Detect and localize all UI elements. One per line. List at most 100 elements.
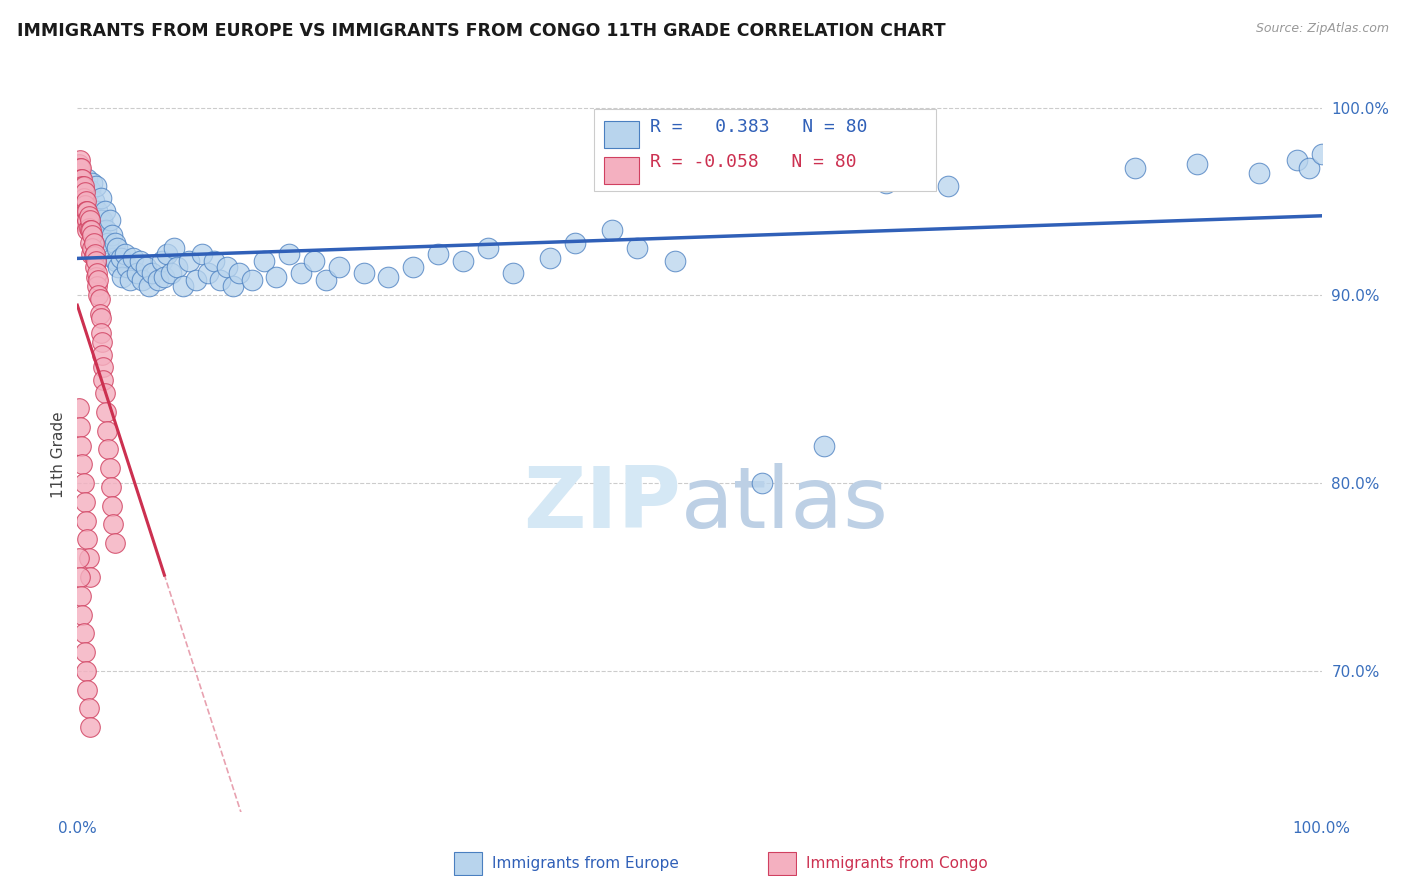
Point — [111, 269, 134, 284]
Point — [73, 645, 96, 659]
Point — [1298, 161, 1320, 175]
Point — [76, 172, 98, 186]
Point — [1249, 166, 1271, 180]
Point — [97, 235, 120, 250]
Point — [79, 720, 101, 734]
Point — [302, 254, 325, 268]
Point — [69, 161, 91, 175]
Point — [75, 203, 97, 218]
Text: R =   0.383   N = 80: R = 0.383 N = 80 — [650, 118, 868, 136]
Point — [86, 266, 108, 280]
Point — [118, 273, 141, 287]
Point — [98, 461, 121, 475]
Text: Immigrants from Europe: Immigrants from Europe — [492, 856, 679, 871]
Point — [377, 269, 399, 284]
Point — [150, 254, 173, 268]
Point — [114, 247, 136, 261]
Point — [67, 551, 90, 566]
Point — [94, 405, 117, 419]
Point — [75, 664, 97, 678]
Y-axis label: 11th Grade: 11th Grade — [51, 411, 66, 499]
Point — [83, 249, 105, 263]
Point — [67, 157, 90, 171]
Point — [875, 176, 897, 190]
Point — [82, 241, 104, 255]
Point — [91, 335, 114, 350]
Point — [166, 260, 188, 274]
Point — [84, 269, 107, 284]
Point — [90, 191, 112, 205]
Point — [89, 292, 111, 306]
Point — [103, 251, 125, 265]
Point — [938, 179, 960, 194]
Point — [191, 247, 214, 261]
Text: ZIP: ZIP — [523, 463, 681, 547]
Point — [202, 254, 225, 268]
Point — [104, 235, 127, 250]
Point — [502, 266, 524, 280]
Point — [209, 273, 232, 287]
Point — [277, 247, 299, 261]
Point — [93, 386, 115, 401]
Point — [70, 161, 93, 175]
Point — [75, 514, 97, 528]
Point — [104, 254, 127, 268]
Point — [100, 480, 122, 494]
Point — [91, 348, 114, 362]
Point — [79, 235, 101, 250]
Point — [315, 273, 337, 287]
Point — [72, 476, 94, 491]
Point — [222, 279, 245, 293]
Point — [70, 185, 93, 199]
Point — [156, 247, 179, 261]
FancyBboxPatch shape — [454, 852, 482, 875]
Point — [353, 266, 375, 280]
Point — [602, 222, 624, 236]
Point — [93, 373, 115, 387]
Point — [477, 241, 499, 255]
Point — [115, 260, 138, 274]
Point — [94, 222, 117, 236]
Point — [91, 213, 114, 227]
Point — [90, 310, 112, 325]
Point — [72, 179, 94, 194]
Text: IMMIGRANTS FROM EUROPE VS IMMIGRANTS FROM CONGO 11TH GRADE CORRELATION CHART: IMMIGRANTS FROM EUROPE VS IMMIGRANTS FRO… — [17, 22, 945, 40]
FancyBboxPatch shape — [593, 109, 936, 191]
Point — [96, 424, 118, 438]
Point — [97, 442, 120, 457]
Text: R = -0.058   N = 80: R = -0.058 N = 80 — [650, 153, 856, 171]
Point — [69, 176, 91, 190]
Point — [82, 176, 104, 190]
Text: atlas: atlas — [681, 463, 889, 547]
Point — [89, 307, 111, 321]
Point — [79, 570, 101, 584]
Point — [104, 536, 127, 550]
FancyBboxPatch shape — [603, 121, 638, 148]
Point — [751, 476, 773, 491]
Point — [93, 203, 115, 218]
FancyBboxPatch shape — [603, 157, 638, 184]
Point — [70, 438, 93, 452]
Point — [101, 499, 124, 513]
Point — [72, 607, 94, 622]
Point — [69, 419, 91, 434]
Point — [67, 401, 90, 415]
Point — [564, 235, 586, 250]
Point — [664, 254, 686, 268]
Point — [83, 235, 105, 250]
Point — [290, 266, 312, 280]
Point — [240, 273, 263, 287]
Point — [80, 247, 103, 261]
Point — [75, 194, 97, 209]
Point — [83, 260, 105, 274]
Point — [228, 266, 250, 280]
Point — [79, 222, 101, 236]
Point — [1285, 153, 1308, 167]
Point — [163, 241, 186, 255]
Point — [138, 279, 160, 293]
Point — [328, 260, 350, 274]
Text: Immigrants from Congo: Immigrants from Congo — [806, 856, 987, 871]
Point — [76, 533, 98, 547]
Point — [72, 191, 94, 205]
Point — [72, 458, 94, 472]
